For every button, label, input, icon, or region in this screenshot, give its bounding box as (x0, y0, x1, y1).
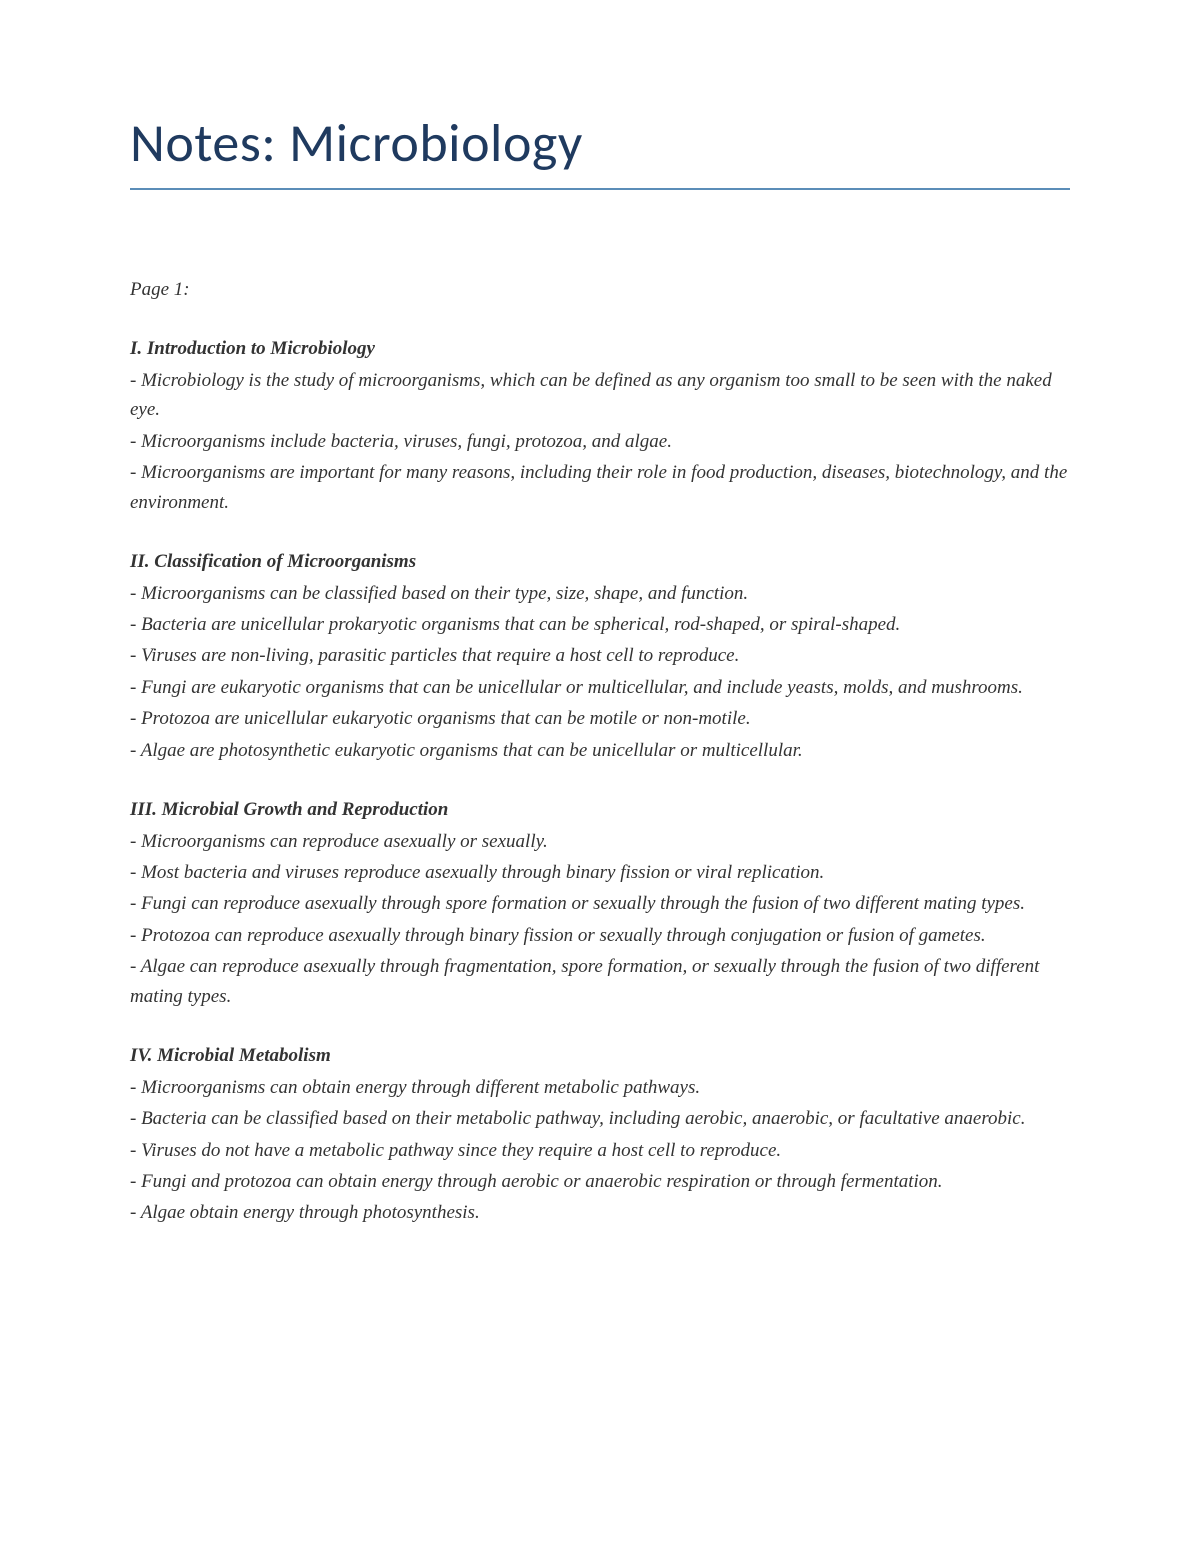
title-underline (130, 188, 1070, 190)
section-metabolism: IV. Microbial Metabolism - Microorganism… (130, 1041, 1070, 1228)
section-growth: III. Microbial Growth and Reproduction -… (130, 795, 1070, 1011)
section-heading: II. Classification of Microorganisms (130, 547, 1070, 576)
bullet-text: - Fungi are eukaryotic organisms that ca… (130, 673, 1070, 702)
section-classification: II. Classification of Microorganisms - M… (130, 547, 1070, 765)
bullet-text: - Bacteria are unicellular prokaryotic o… (130, 610, 1070, 639)
bullet-text: - Most bacteria and viruses reproduce as… (130, 858, 1070, 887)
bullet-text: - Bacteria can be classified based on th… (130, 1104, 1070, 1133)
bullet-text: - Fungi and protozoa can obtain energy t… (130, 1167, 1070, 1196)
section-intro: I. Introduction to Microbiology - Microb… (130, 334, 1070, 517)
bullet-text: - Algae can reproduce asexually through … (130, 952, 1070, 1011)
bullet-text: - Microorganisms are important for many … (130, 458, 1070, 517)
bullet-text: - Microorganisms include bacteria, virus… (130, 427, 1070, 456)
bullet-text: - Viruses are non-living, parasitic part… (130, 641, 1070, 670)
document-title: Notes: Microbiology (130, 110, 1070, 176)
page-label: Page 1: (130, 275, 1070, 304)
bullet-text: - Protozoa can reproduce asexually throu… (130, 921, 1070, 950)
bullet-text: - Microorganisms can obtain energy throu… (130, 1073, 1070, 1102)
bullet-text: - Viruses do not have a metabolic pathwa… (130, 1136, 1070, 1165)
bullet-text: - Algae obtain energy through photosynth… (130, 1198, 1070, 1227)
bullet-text: - Protozoa are unicellular eukaryotic or… (130, 704, 1070, 733)
section-heading: III. Microbial Growth and Reproduction (130, 795, 1070, 824)
section-heading: IV. Microbial Metabolism (130, 1041, 1070, 1070)
bullet-text: - Algae are photosynthetic eukaryotic or… (130, 736, 1070, 765)
bullet-text: - Fungi can reproduce asexually through … (130, 889, 1070, 918)
section-heading: I. Introduction to Microbiology (130, 334, 1070, 363)
document-body: Page 1: I. Introduction to Microbiology … (130, 275, 1070, 1228)
bullet-text: - Microbiology is the study of microorga… (130, 366, 1070, 425)
bullet-text: - Microorganisms can be classified based… (130, 579, 1070, 608)
bullet-text: - Microorganisms can reproduce asexually… (130, 827, 1070, 856)
